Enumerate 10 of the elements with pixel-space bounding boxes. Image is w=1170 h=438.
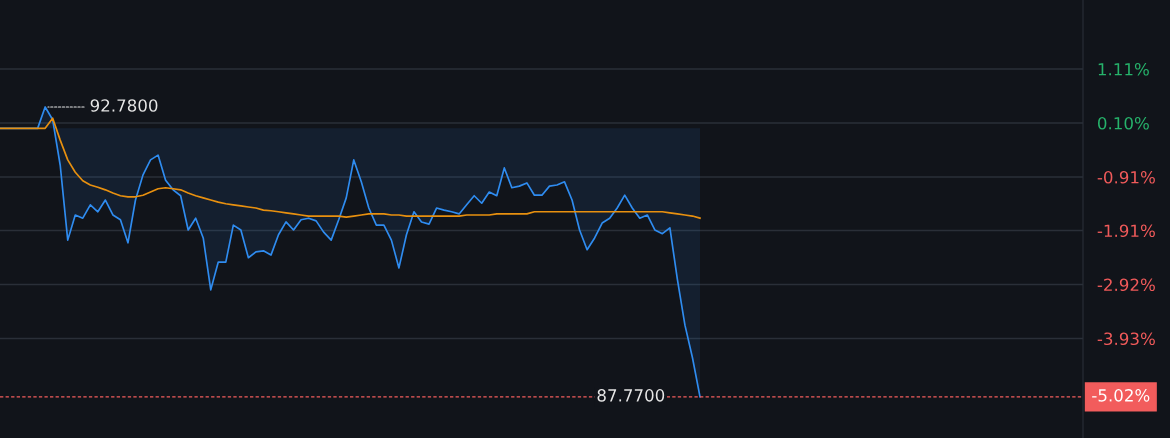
y-tick-label: 0.10% xyxy=(1097,116,1149,130)
annotation: 87.7700 xyxy=(597,389,665,402)
y-tick-label: 1.11% xyxy=(1098,62,1149,76)
y-tick-label: -3.93% xyxy=(1097,332,1155,346)
y-tick-label: -2.92% xyxy=(1097,278,1155,292)
y-tick-label: -0.91% xyxy=(1097,170,1155,184)
line-series xyxy=(0,117,701,220)
annotation: 92.7800 xyxy=(90,99,158,112)
y-tick-label: -1.91% xyxy=(1097,224,1155,238)
ref-line-label: -5.02% xyxy=(1092,389,1150,402)
